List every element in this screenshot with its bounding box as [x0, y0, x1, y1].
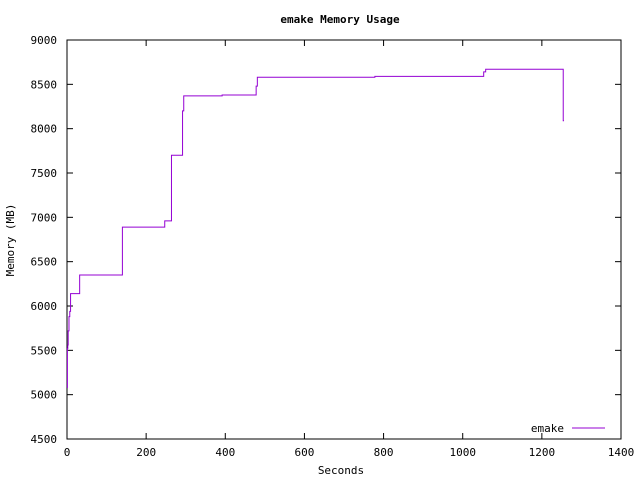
series-layer	[66, 68, 565, 389]
y-tick-label: 8000	[31, 123, 58, 136]
series-line-emake	[66, 68, 565, 389]
chart-title: emake Memory Usage	[280, 13, 400, 26]
y-tick-label: 5500	[31, 344, 58, 357]
x-axis: 0 200 400 600 800 1000 1200 1400	[64, 40, 635, 459]
x-tick-label: 600	[294, 446, 314, 459]
x-tick-label: 400	[215, 446, 235, 459]
x-tick-label: 800	[374, 446, 394, 459]
y-axis-label: Memory (MB)	[4, 204, 17, 277]
x-tick-label: 1000	[449, 446, 476, 459]
y-tick-label: 6500	[31, 256, 58, 269]
y-tick-label: 7000	[31, 211, 58, 224]
y-tick-label: 6000	[31, 300, 58, 313]
y-tick-label: 8500	[31, 78, 58, 91]
x-tick-label: 0	[64, 446, 71, 459]
x-tick-label: 200	[136, 446, 156, 459]
y-tick-label: 9000	[31, 34, 58, 47]
legend: emake	[531, 422, 605, 435]
y-tick-label: 4500	[31, 433, 58, 446]
plot-frame	[66, 39, 622, 440]
x-axis-label: Seconds	[318, 464, 364, 477]
legend-label: emake	[531, 422, 564, 435]
plot-area: 0 200 400 600 800 1000 1200 1400 4500 5000 5500 60…	[31, 34, 635, 459]
y-axis: 4500 5000 5500 6000 6500 7000 7500 8000 8500 9000	[31, 34, 621, 446]
x-tick-label: 1400	[608, 446, 635, 459]
y-tick-label: 5000	[31, 389, 58, 402]
y-tick-label: 7500	[31, 167, 58, 180]
x-tick-label: 1200	[529, 446, 556, 459]
